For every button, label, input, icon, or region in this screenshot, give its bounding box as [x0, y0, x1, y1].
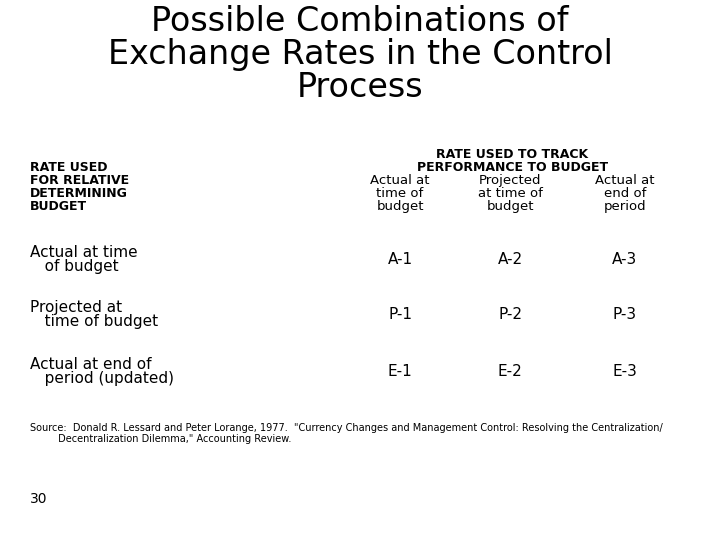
Text: E-1: E-1: [387, 364, 413, 379]
Text: time of: time of: [377, 187, 423, 200]
Text: Exchange Rates in the Control: Exchange Rates in the Control: [107, 38, 613, 71]
Text: budget: budget: [486, 200, 534, 213]
Text: Projected: Projected: [479, 174, 541, 187]
Text: Actual at: Actual at: [595, 174, 654, 187]
Text: Source:  Donald R. Lessard and Peter Lorange, 1977.  "Currency Changes and Manag: Source: Donald R. Lessard and Peter Lora…: [30, 423, 662, 433]
Text: P-2: P-2: [498, 307, 522, 322]
Text: at time of: at time of: [477, 187, 542, 200]
Text: Actual at end of: Actual at end of: [30, 357, 151, 372]
Text: end of: end of: [604, 187, 646, 200]
Text: time of budget: time of budget: [30, 314, 158, 329]
Text: P-1: P-1: [388, 307, 412, 322]
Text: A-3: A-3: [613, 252, 638, 267]
Text: DETERMINING: DETERMINING: [30, 187, 128, 200]
Text: Actual at time: Actual at time: [30, 245, 138, 260]
Text: Decentralization Dilemma," Accounting Review.: Decentralization Dilemma," Accounting Re…: [30, 434, 292, 444]
Text: RATE USED: RATE USED: [30, 161, 107, 174]
Text: E-3: E-3: [613, 364, 637, 379]
Text: period (updated): period (updated): [30, 371, 174, 386]
Text: Actual at: Actual at: [370, 174, 430, 187]
Text: RATE USED TO TRACK: RATE USED TO TRACK: [436, 148, 588, 161]
Text: BUDGET: BUDGET: [30, 200, 87, 213]
Text: Process: Process: [297, 71, 423, 104]
Text: 30: 30: [30, 492, 48, 506]
Text: FOR RELATIVE: FOR RELATIVE: [30, 174, 129, 187]
Text: budget: budget: [377, 200, 424, 213]
Text: of budget: of budget: [30, 259, 119, 274]
Text: Projected at: Projected at: [30, 300, 122, 315]
Text: A-2: A-2: [498, 252, 523, 267]
Text: E-2: E-2: [498, 364, 523, 379]
Text: PERFORMANCE TO BUDGET: PERFORMANCE TO BUDGET: [417, 161, 608, 174]
Text: P-3: P-3: [613, 307, 637, 322]
Text: A-1: A-1: [387, 252, 413, 267]
Text: period: period: [603, 200, 647, 213]
Text: Possible Combinations of: Possible Combinations of: [151, 5, 569, 38]
